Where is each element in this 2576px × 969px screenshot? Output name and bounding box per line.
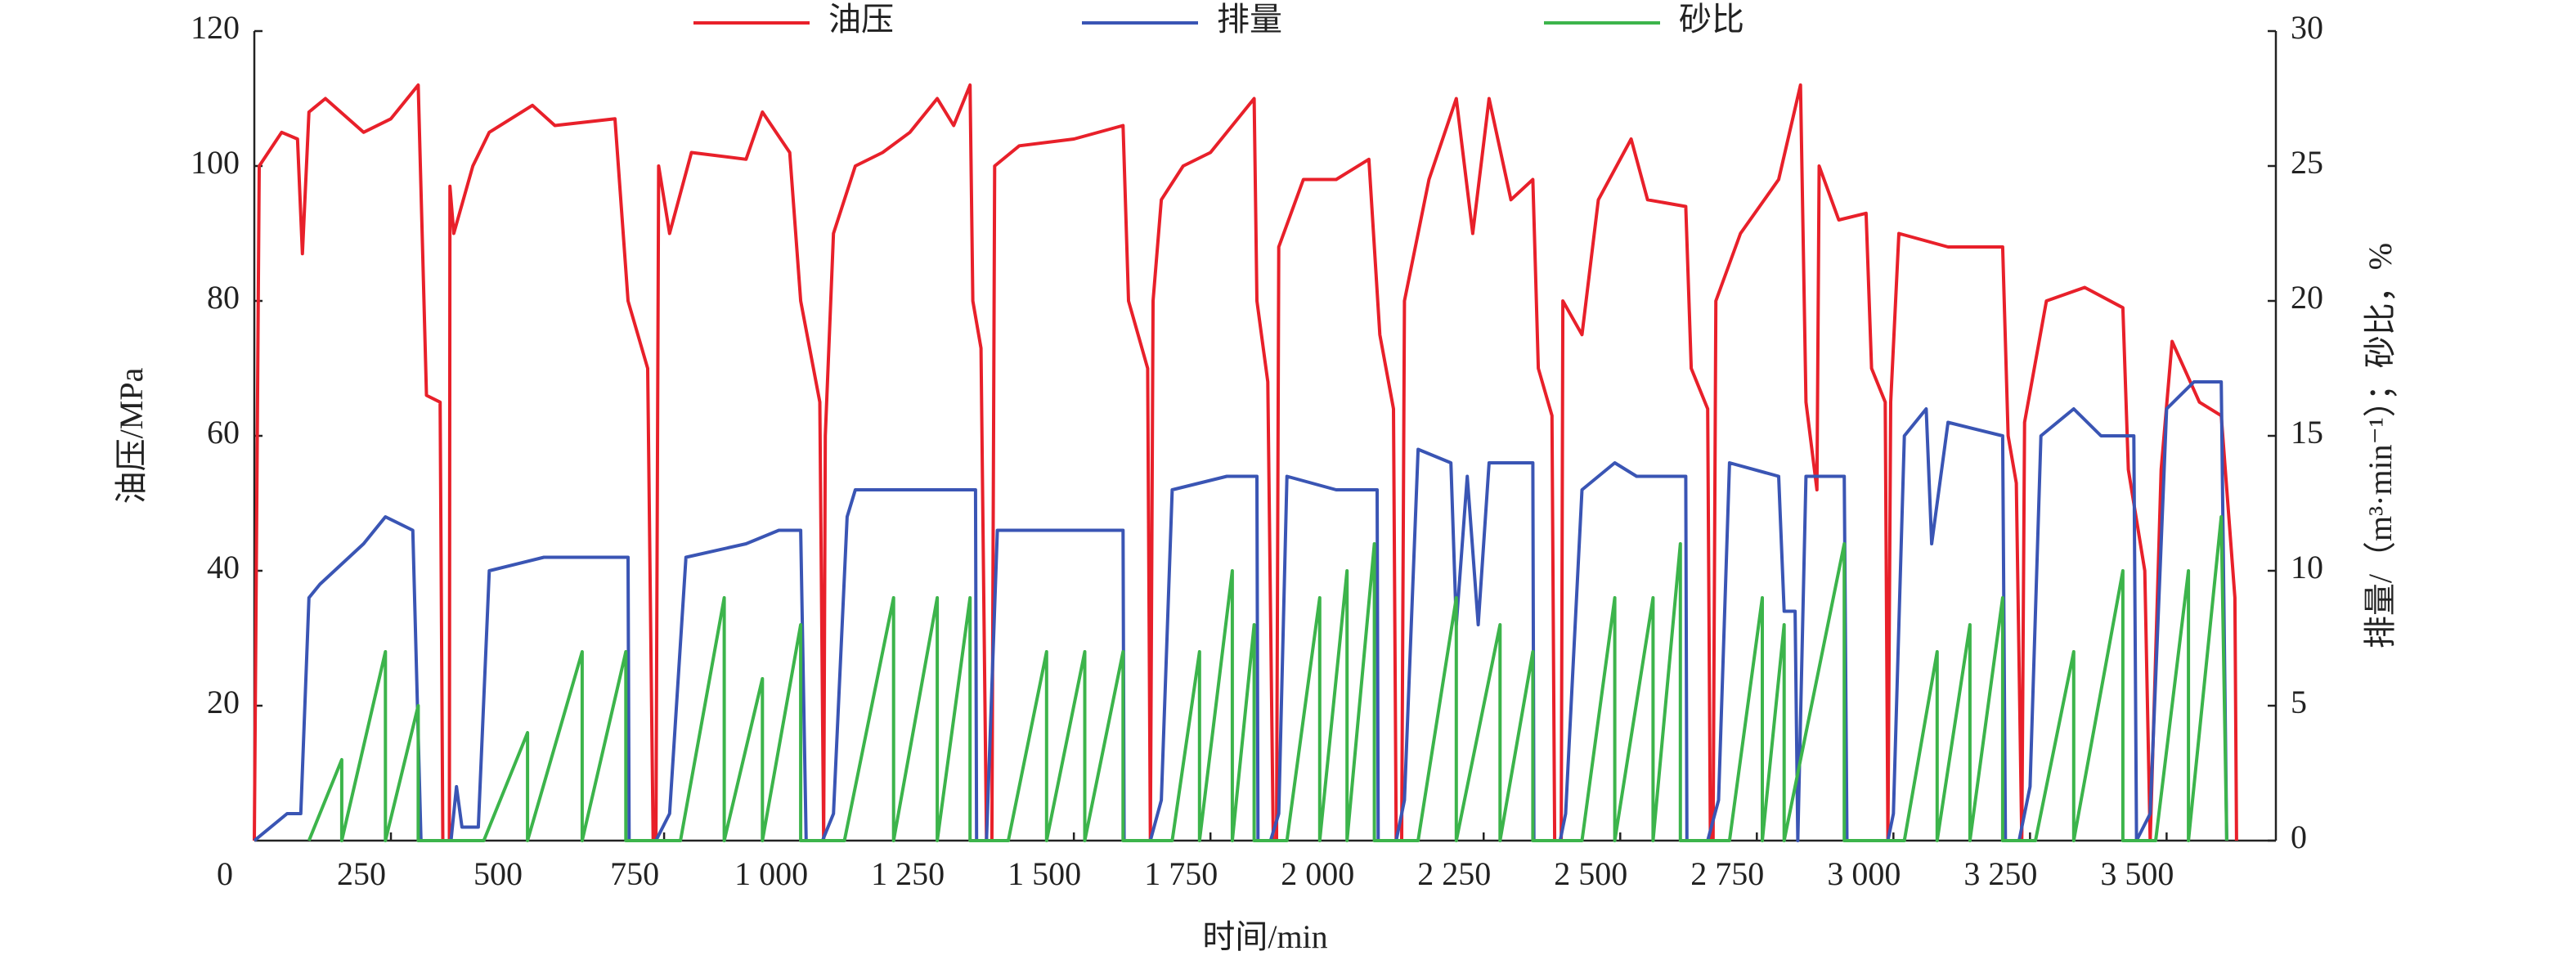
x-tick-label: 2 250 [1417, 855, 1491, 892]
y-tick-label: 80 [207, 279, 240, 316]
x-tick-label: 0 [217, 855, 233, 892]
y2-tick-label: 20 [2291, 279, 2323, 316]
x-tick-label: 750 [610, 855, 659, 892]
y2-tick-label: 5 [2291, 684, 2307, 720]
x-tick-label: 2 000 [1281, 855, 1354, 892]
x-tick-label: 500 [473, 855, 523, 892]
legend-label: 砂比 [1679, 1, 1744, 38]
y2-tick-label: 25 [2291, 144, 2323, 181]
y2-tick-label: 30 [2291, 9, 2323, 46]
y-tick-label: 120 [191, 9, 240, 46]
legend-label: 油压 [828, 1, 894, 38]
y2-axis-label: 排量/（m³·min⁻¹）；砂比，% [2362, 243, 2399, 648]
x-tick-label: 1 500 [1008, 855, 1081, 892]
x-tick-label: 250 [337, 855, 386, 892]
y-tick-label: 20 [207, 684, 240, 720]
y2-tick-label: 10 [2291, 549, 2323, 585]
x-tick-label: 2 500 [1554, 855, 1627, 892]
x-tick-label: 3 250 [1963, 855, 2037, 892]
y-tick-label: 40 [207, 549, 240, 585]
x-tick-label: 3 000 [1827, 855, 1901, 892]
x-tick-label: 1 250 [871, 855, 945, 892]
x-axis-label: 时间/min [1202, 918, 1327, 955]
x-tick-label: 1 750 [1144, 855, 1218, 892]
y2-tick-label: 0 [2291, 819, 2307, 855]
x-tick-label: 3 500 [2100, 855, 2174, 892]
y2-tick-label: 15 [2291, 414, 2323, 451]
y-tick-label: 60 [207, 414, 240, 451]
series-line [307, 515, 2228, 842]
legend-label: 排量 [1217, 1, 1282, 38]
x-tick-label: 2 750 [1690, 855, 1764, 892]
series-line [253, 83, 2238, 842]
y-tick-label: 100 [191, 144, 240, 181]
x-tick-label: 1 000 [734, 855, 808, 892]
y-axis-label: 油压/MPa [113, 367, 150, 504]
